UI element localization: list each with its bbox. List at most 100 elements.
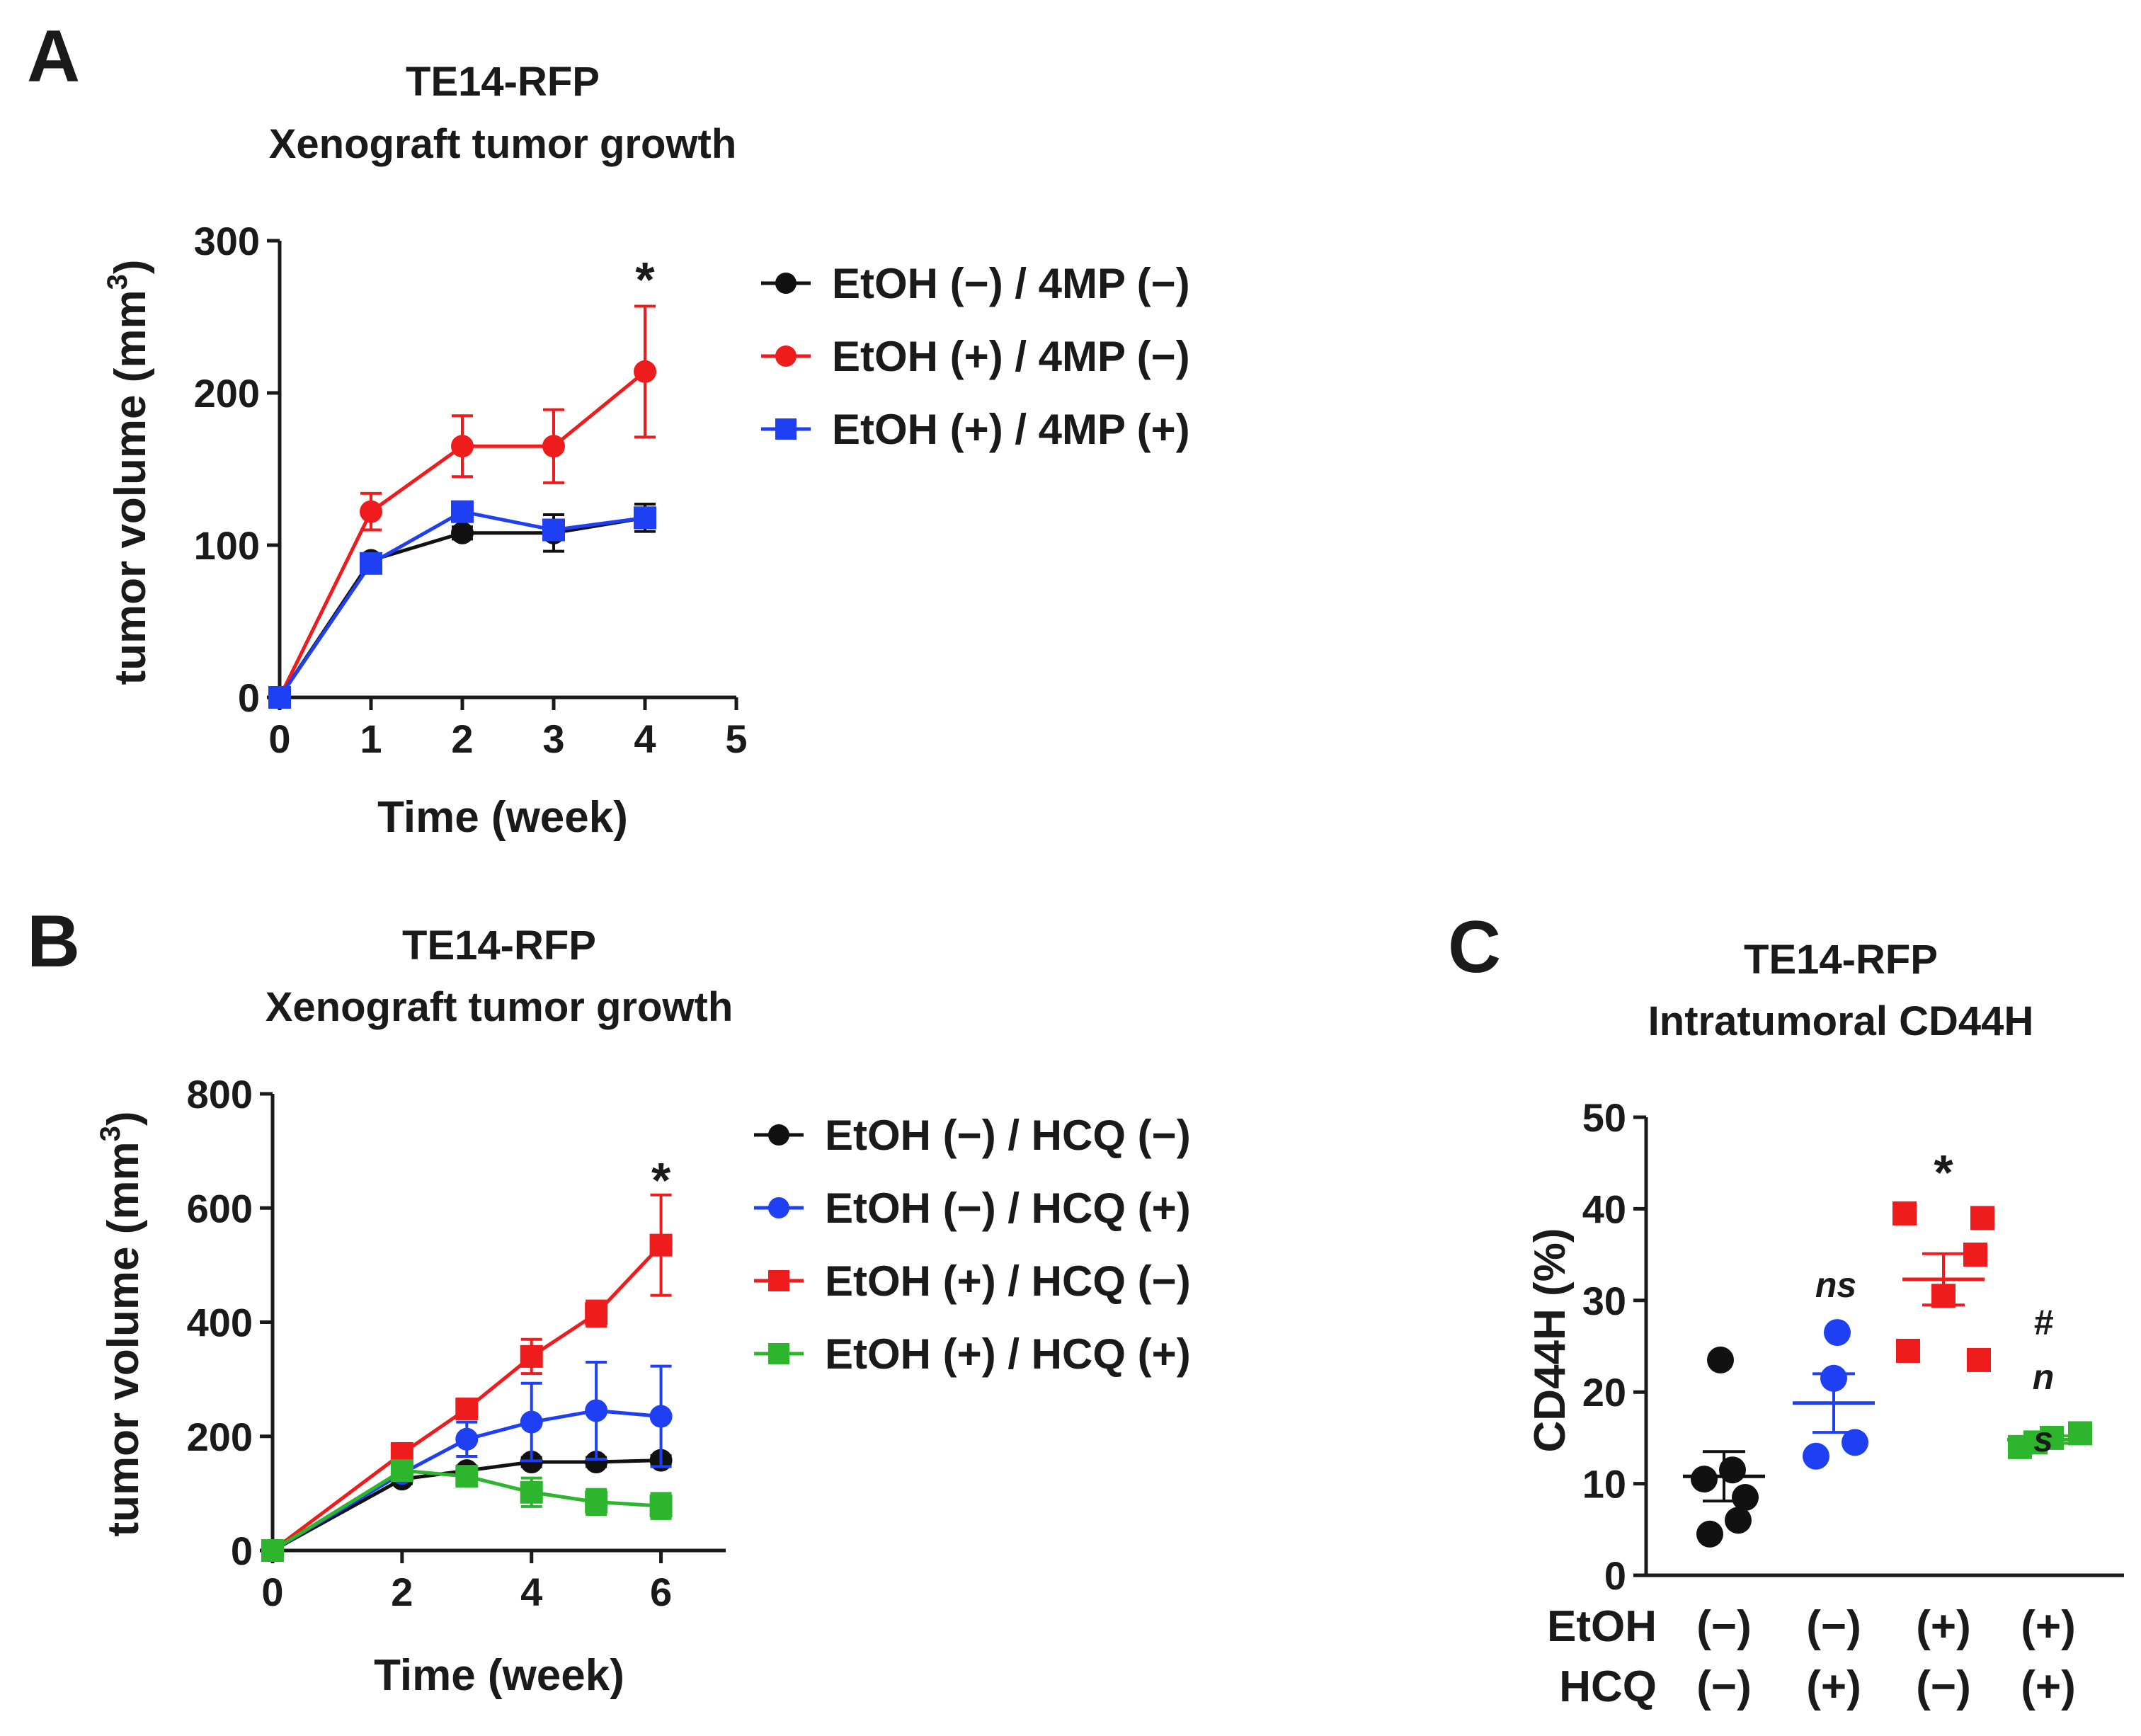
data-point (1824, 1319, 1851, 1347)
etoh-condition-label: (+) (1916, 1602, 1971, 1651)
data-point (1963, 1243, 1987, 1267)
data-point (634, 506, 656, 530)
data-point (1803, 1442, 1829, 1470)
panel-a-y-axis-label: tumor volume (mm3) (102, 260, 155, 685)
y-tick-label: 400 (187, 1301, 253, 1345)
y-tick-label: 200 (187, 1415, 253, 1459)
data-point (520, 1410, 543, 1434)
significance-marker: * (635, 252, 655, 307)
legend-label: EtOH (+) / HCQ (−) (825, 1257, 1191, 1305)
legend-label: EtOH (+) / 4MP (−) (832, 333, 1190, 380)
panel-a-plot-area: 0 1 2 3 4 5 0 100 200 300 * (194, 219, 748, 761)
panel-label-a: A (27, 16, 80, 98)
data-point (261, 1539, 284, 1562)
y-tick-label: 0 (231, 1529, 253, 1573)
panel-a-legend: EtOH (−) / 4MP (−) EtOH (+) / 4MP (−) EtOH… (761, 260, 1190, 453)
data-point (1707, 1346, 1734, 1374)
legend-marker (775, 346, 797, 367)
panel-a: A TE14-RFP Xenograft tumor growth 0 1 2 3 4 5… (27, 16, 1190, 842)
series-2 (268, 500, 656, 709)
x-tick-label: 4 (634, 716, 656, 761)
series-2 (261, 1193, 673, 1562)
data-point (585, 1399, 608, 1422)
legend-item: EtOH (−) / 4MP (−) (761, 260, 1190, 307)
data-point (1691, 1466, 1718, 1493)
data-point (1896, 1338, 1920, 1363)
legend-item: EtOH (+) / HCQ (−) (754, 1257, 1191, 1305)
legend-label: EtOH (+) / 4MP (+) (832, 406, 1190, 453)
y-tick-label: 0 (238, 675, 260, 720)
panel-c-title-line2: Intratumoral CD44H (1648, 998, 2034, 1044)
panel-label-b: B (27, 901, 80, 983)
data-point (451, 500, 474, 523)
x-tick-label: 6 (650, 1570, 672, 1614)
data-point (1842, 1429, 1868, 1456)
panel-c-y-axis-label: CD44H (%) (1526, 1228, 1575, 1453)
data-point (268, 686, 291, 709)
data-point (455, 1398, 479, 1421)
legend-label: EtOH (−) / 4MP (−) (832, 260, 1190, 307)
legend-item: EtOH (+) / HCQ (+) (754, 1330, 1191, 1378)
series-line (271, 1243, 663, 1553)
data-point (585, 1302, 608, 1325)
panel-c: C TE14-RFP Intratumoral CD44H CD44H (%) … (1448, 906, 2124, 1711)
x-tick-label: 0 (261, 1570, 283, 1614)
data-point (649, 1405, 673, 1428)
data-point (360, 552, 382, 575)
panel-c-row-label-etoh: EtOH (1547, 1602, 1657, 1651)
legend-marker (768, 1197, 789, 1218)
data-point (455, 1427, 479, 1451)
etoh-condition-label: (+) (2021, 1602, 2076, 1651)
data-point (1892, 1201, 1917, 1226)
hcq-condition-label: (−) (1696, 1662, 1752, 1711)
panel-b-title-line1: TE14-RFP (402, 923, 596, 969)
y-tick-label: 50 (1582, 1095, 1626, 1140)
significance-marker: * (651, 1153, 671, 1208)
x-tick-label: 4 (520, 1570, 542, 1614)
legend-marker (775, 418, 797, 440)
series-3 (261, 1459, 673, 1562)
legend-label: EtOH (−) / HCQ (−) (825, 1112, 1191, 1159)
legend-item: EtOH (+) / 4MP (+) (761, 406, 1190, 453)
legend-item: EtOH (−) / HCQ (+) (754, 1184, 1191, 1232)
y-tick-label: 800 (187, 1072, 253, 1117)
significance-annotation: n (2033, 1357, 2055, 1397)
legend-marker (768, 1343, 789, 1364)
etoh-condition-label: (−) (1806, 1602, 1861, 1651)
group-0: (−) (−) (1683, 1346, 1765, 1711)
panel-a-title-line1: TE14-RFP (406, 59, 600, 105)
hcq-condition-label: (+) (1806, 1662, 1861, 1711)
panel-b-y-axis-label: tumor volume (mm3) (95, 1112, 148, 1537)
panel-c-plot-area: 0 10 20 30 40 50 (−) (−) (−) (+) (+) (−) (+) (+) ns * # n… (1582, 1095, 2124, 1711)
panel-a-title-line2: Xenograft tumor growth (269, 121, 737, 167)
y-tick-label: 40 (1582, 1187, 1626, 1231)
legend-marker (768, 1270, 789, 1291)
data-point (520, 1344, 543, 1368)
x-tick-label: 3 (542, 716, 564, 761)
x-tick-label: 2 (391, 1570, 413, 1614)
legend-marker (775, 273, 797, 294)
data-point (1970, 1206, 1994, 1230)
data-point (451, 521, 474, 544)
significance-annotation: ns (1815, 1265, 1856, 1305)
data-point (649, 1233, 673, 1257)
significance-annotation: # (2033, 1303, 2053, 1342)
y-tick-label: 300 (194, 219, 260, 263)
data-point (1967, 1347, 1991, 1372)
panel-b-legend: EtOH (−) / HCQ (−) EtOH (−) / HCQ (+) EtOH… (754, 1112, 1191, 1378)
data-point (455, 1465, 479, 1488)
data-point (542, 435, 565, 458)
x-tick-label: 0 (268, 716, 290, 761)
panel-b-title-line2: Xenograft tumor growth (266, 984, 733, 1030)
legend-label: EtOH (−) / HCQ (+) (825, 1184, 1191, 1232)
hcq-condition-label: (+) (2021, 1662, 2076, 1711)
data-point (542, 518, 565, 542)
data-point (634, 360, 656, 383)
y-tick-label: 0 (1604, 1553, 1626, 1598)
group-1: (−) (+) (1793, 1319, 1875, 1711)
data-point (2068, 1421, 2092, 1446)
panel-b-x-axis-label: Time (week) (374, 1651, 624, 1700)
x-tick-label: 2 (451, 716, 473, 761)
data-point (585, 1490, 608, 1514)
